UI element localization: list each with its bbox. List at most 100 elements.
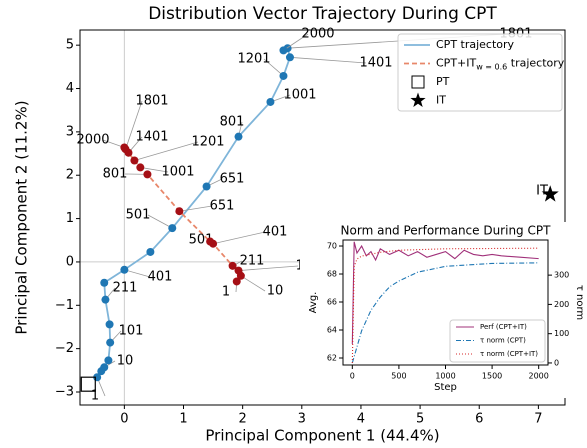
point-label: 401 bbox=[263, 225, 288, 240]
point-label: 1801 bbox=[135, 94, 168, 109]
point bbox=[100, 278, 109, 287]
point-label: 801 bbox=[220, 115, 245, 130]
legend-text: IT bbox=[436, 94, 446, 107]
point bbox=[106, 338, 115, 347]
x-tick-label: 7 bbox=[534, 411, 542, 426]
x-tick-label: 1500 bbox=[482, 371, 502, 380]
point bbox=[234, 266, 243, 275]
y-tick-label: 64 bbox=[327, 326, 337, 335]
legend-label: IT bbox=[436, 94, 446, 107]
y-tick-label: −1 bbox=[55, 298, 74, 313]
legend-box bbox=[397, 33, 563, 112]
y-tick-label: −3 bbox=[55, 384, 74, 399]
y-tick-label: 0 bbox=[66, 254, 74, 269]
point bbox=[104, 356, 113, 365]
leader-line bbox=[140, 167, 169, 173]
point bbox=[120, 265, 129, 274]
leader-line bbox=[179, 205, 213, 212]
legend-text: w = 0.6 bbox=[476, 62, 507, 71]
point-label: 1201 bbox=[237, 52, 270, 67]
point bbox=[101, 295, 110, 304]
y-tick-label: 3 bbox=[66, 124, 74, 139]
it-marker bbox=[541, 185, 559, 202]
legend-marker bbox=[410, 92, 426, 107]
point-label: 211 bbox=[240, 254, 265, 269]
point-label: 1401 bbox=[359, 56, 392, 71]
x-tick-label: 2000 bbox=[529, 371, 549, 380]
point bbox=[168, 224, 177, 233]
point-label: 801 bbox=[103, 167, 128, 182]
point bbox=[143, 170, 152, 179]
x-tick-label: 1000 bbox=[435, 371, 455, 380]
point bbox=[105, 320, 114, 329]
point bbox=[266, 97, 275, 106]
chart-title: Norm and Performance During CPT bbox=[341, 224, 552, 238]
x-tick-label: 3 bbox=[298, 411, 306, 426]
point bbox=[206, 237, 215, 246]
pt-marker bbox=[80, 376, 96, 392]
point-label: 1 bbox=[222, 285, 230, 300]
point-label: 1201 bbox=[191, 135, 224, 150]
point bbox=[285, 53, 294, 62]
point-label: 651 bbox=[210, 199, 235, 214]
legend-label: τ norm (CPT) bbox=[480, 337, 526, 345]
x-tick-label: 1 bbox=[179, 411, 187, 426]
legend-marker bbox=[411, 75, 425, 89]
y2-tick-label: 100 bbox=[554, 329, 569, 338]
leader-line bbox=[125, 100, 143, 150]
legend-text: τ norm (CPT) bbox=[480, 337, 526, 345]
point-label: 1401 bbox=[135, 130, 168, 145]
point-label: 211 bbox=[113, 281, 138, 296]
x-axis-label: Step bbox=[434, 382, 457, 393]
legend-text: trajectory bbox=[507, 57, 565, 70]
y-tick-label: 66 bbox=[327, 298, 337, 307]
point-label: 2000 bbox=[301, 27, 334, 42]
y2-tick-label: 0 bbox=[554, 358, 559, 367]
point bbox=[279, 71, 288, 80]
leader-line bbox=[212, 231, 266, 245]
leader-line bbox=[134, 141, 199, 161]
legend-box bbox=[449, 319, 546, 363]
x-tick-label: 4 bbox=[357, 411, 365, 426]
x-axis-label: Principal Component 1 (44.4%) bbox=[205, 427, 439, 445]
point-label: 501 bbox=[126, 208, 151, 223]
y-tick-label: 5 bbox=[66, 38, 74, 53]
legend-text: Perf (CPT+IT) bbox=[480, 323, 527, 331]
legend-text: CPT+IT bbox=[436, 57, 476, 70]
point bbox=[232, 277, 241, 286]
legend-text: τ norm (CPT+IT) bbox=[480, 350, 538, 358]
x-tick-label: 2 bbox=[239, 411, 247, 426]
point-label: 2000 bbox=[76, 133, 109, 148]
series-line bbox=[351, 247, 539, 363]
point bbox=[136, 163, 145, 172]
point-label: 10 bbox=[117, 354, 134, 369]
point bbox=[234, 132, 243, 141]
y-tick-label: 70 bbox=[327, 242, 337, 251]
x-tick-label: 5 bbox=[416, 411, 424, 426]
y-tick-label: 1 bbox=[66, 211, 74, 226]
series-line bbox=[351, 262, 539, 364]
point bbox=[202, 182, 211, 191]
point bbox=[100, 363, 109, 372]
legend-text: PT bbox=[436, 75, 450, 88]
point-label: 651 bbox=[220, 172, 245, 187]
y-axis-label: Principal Component 2 (11.2%) bbox=[13, 100, 31, 334]
leader-line bbox=[283, 33, 309, 51]
y-tick-label: 68 bbox=[327, 270, 337, 279]
y-axis-label: Avg. bbox=[308, 292, 319, 314]
point bbox=[146, 247, 155, 256]
leader-line bbox=[238, 265, 299, 272]
leader-line bbox=[289, 56, 367, 64]
point bbox=[279, 46, 288, 55]
legend-label: τ norm (CPT+IT) bbox=[480, 350, 538, 358]
x-tick-label: 500 bbox=[391, 371, 406, 380]
point-label: 1 bbox=[91, 389, 99, 404]
point bbox=[228, 261, 237, 270]
leader-line bbox=[263, 58, 284, 77]
point-label: 1001 bbox=[161, 165, 194, 180]
point-label: IT bbox=[536, 184, 548, 199]
legend-label: CPT+ITw = 0.6 trajectory bbox=[436, 57, 565, 72]
y-tick-label: −2 bbox=[55, 341, 74, 356]
point-label: 10 bbox=[267, 284, 284, 299]
